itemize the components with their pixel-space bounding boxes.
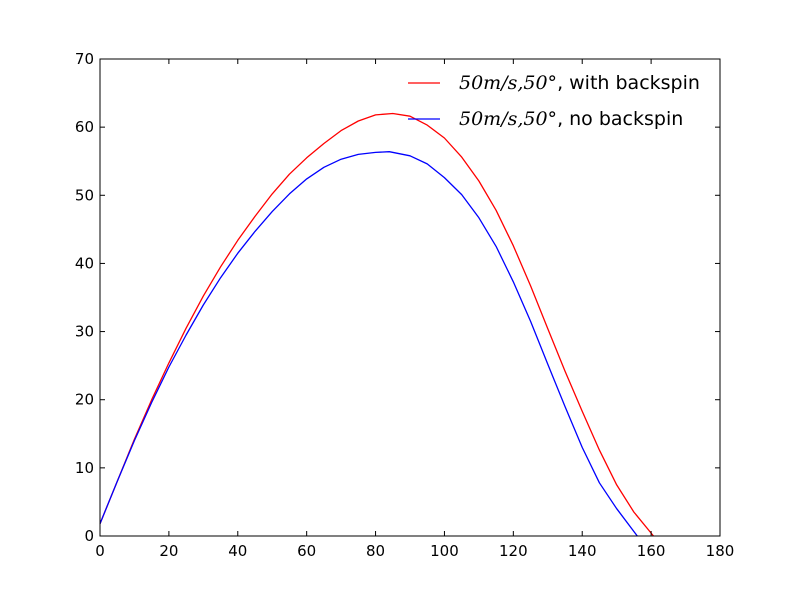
y-tick-label: 40 (75, 254, 94, 272)
y-tick-label: 0 (84, 527, 94, 545)
y-tick-label: 60 (75, 118, 94, 136)
y-tick-label: 30 (75, 323, 94, 341)
legend: 50m/s,50°, with backspin 50m/s,50°, no ba… (408, 72, 700, 130)
legend-label-0: 50m/s,50°, with backspin (459, 72, 700, 94)
x-tick-label: 0 (95, 542, 105, 560)
y-tick-label: 10 (75, 459, 94, 477)
x-tick-label: 60 (297, 542, 316, 560)
series-line-1 (99, 151, 638, 537)
tick-layer: 0 20 40 60 80 100 120 140 160 180 0 10 20 30 40 50 60 70 (75, 50, 734, 560)
plot-frame (99, 58, 721, 537)
x-tick-label: 180 (706, 542, 735, 560)
x-tick-label: 40 (228, 542, 247, 560)
plot-area (100, 59, 720, 536)
x-tick-label: 100 (430, 542, 459, 560)
x-tick-label: 120 (499, 542, 528, 560)
series-line-0 (99, 112, 655, 537)
x-tick-label: 160 (637, 542, 666, 560)
series-layer (99, 112, 655, 537)
x-tick-label: 20 (159, 542, 178, 560)
x-tick-label: 140 (568, 542, 597, 560)
y-tick-label: 50 (75, 186, 94, 204)
x-tick-label: 80 (366, 542, 385, 560)
y-tick-label: 20 (75, 391, 94, 409)
legend-label-1: 50m/s,50°, no backspin (459, 108, 683, 130)
y-tick-label: 70 (75, 50, 94, 68)
